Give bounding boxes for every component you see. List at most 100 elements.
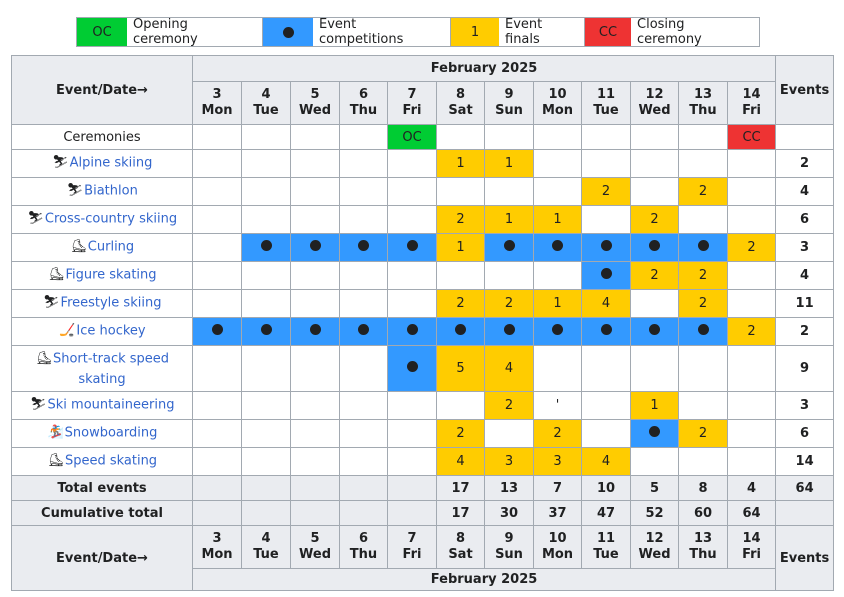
cumulative-day-9: 30 xyxy=(484,500,534,526)
day-of-week: Sat xyxy=(448,547,473,562)
alpine-skiing-day-13 xyxy=(678,149,728,178)
day-header-11: 11 Tue xyxy=(581,81,631,125)
day-number: 9 xyxy=(504,87,514,102)
day-number: 12 xyxy=(645,531,664,546)
day-of-week: Tue xyxy=(593,103,619,118)
final-count: 1 xyxy=(553,296,562,311)
cumulative-events xyxy=(775,500,835,526)
snowboarding-day-5 xyxy=(290,419,340,448)
ice-hockey-day-12 xyxy=(630,317,679,346)
day-of-week: Wed xyxy=(299,547,331,562)
final-count: 3 xyxy=(553,454,562,469)
top-header-row-1: Event/Date→ February 2025 Events xyxy=(11,55,835,125)
day-of-week: Tue xyxy=(253,103,279,118)
day-header-5: 5 Wed xyxy=(290,81,340,125)
curling-day-4 xyxy=(241,233,291,262)
competition-dot-icon xyxy=(260,324,272,335)
final-count: 3 xyxy=(504,454,514,469)
total-events-day-12: 5 xyxy=(630,475,679,501)
speed-skating-day-4 xyxy=(241,447,291,476)
day-header-10: 10 Mon xyxy=(533,81,582,125)
sport-link-curling[interactable]: Curling xyxy=(87,239,135,255)
ceremonies-day-12 xyxy=(630,124,679,150)
freestyle-skiing-day-14 xyxy=(726,289,777,318)
final-count: 2 xyxy=(698,296,708,311)
grand-total: 64 xyxy=(775,475,835,501)
snowboarding-day-9 xyxy=(484,419,534,448)
total-events-day-6 xyxy=(339,475,388,501)
freestyle-skiing-day-8: 2 xyxy=(436,289,485,318)
competition-dot-icon xyxy=(358,324,369,335)
ceremonies-day-6 xyxy=(339,124,388,150)
freestyle-skiing-day-3 xyxy=(192,289,242,318)
sport-link-snowboarding[interactable]: Snowboarding xyxy=(64,425,158,441)
day-of-week: Mon xyxy=(201,103,233,118)
day-of-week: Mon xyxy=(541,547,574,562)
sport-link-cross-country-skiing[interactable]: Cross-country skiing xyxy=(44,211,178,227)
alpine-skiing-day-10 xyxy=(533,149,582,178)
day-number: 6 xyxy=(358,531,369,546)
sport-row-curling: ⛸Curling 1 2 3 xyxy=(11,233,835,262)
alpine-skiing-day-9: 1 xyxy=(484,149,534,178)
day-number: 10 xyxy=(548,87,567,102)
ski-mountaineering-day-11 xyxy=(581,391,631,420)
short-track-speed-skating-day-5 xyxy=(290,345,340,392)
final-count: 4 xyxy=(601,296,611,311)
total-events-day-11: 10 xyxy=(581,475,631,501)
sport-row-snowboarding: 🏂Snowboarding 2 2 2 6 xyxy=(11,419,835,448)
ski-mountaineering-day-3 xyxy=(192,391,242,420)
sport-link-speed-skating[interactable]: Speed skating xyxy=(64,453,158,469)
day-header-8: 8 Sat xyxy=(436,525,485,569)
ceremonies-day-10 xyxy=(533,124,582,150)
figure-skating-day-14 xyxy=(726,261,777,290)
final-count: 2 xyxy=(601,184,611,199)
total-events-day-7 xyxy=(387,475,437,501)
sport-link-freestyle-skiing[interactable]: Freestyle skiing xyxy=(60,295,162,311)
day-of-week: Wed xyxy=(638,103,671,118)
sport-link-figure-skating[interactable]: Figure skating xyxy=(65,267,157,283)
speed-skating-day-10: 3 xyxy=(533,447,582,476)
competition-dot-icon xyxy=(503,324,515,335)
competition-dot-icon xyxy=(600,324,612,335)
sport-link-ski-mountaineering[interactable]: Ski mountaineering xyxy=(47,397,175,413)
cross-country-skiing-day-4 xyxy=(241,205,291,234)
schedule-table: Event/Date→ February 2025 Events 3 Mon 4 Tue 5 W… xyxy=(11,55,835,591)
final-count: 2 xyxy=(456,212,465,227)
day-number: 11 xyxy=(596,87,616,102)
sport-link-ice-hockey[interactable]: Ice hockey xyxy=(76,323,146,339)
curling-day-10 xyxy=(533,233,582,262)
ice-hockey-day-10 xyxy=(533,317,582,346)
day-header-5: 5 Wed xyxy=(290,525,340,569)
sport-row-biathlon: ⛷Biathlon 2 2 4 xyxy=(11,177,835,206)
day-header-11: 11 Tue xyxy=(581,525,631,569)
figure-skating-day-11 xyxy=(581,261,631,290)
legend-swatch-cc: CC xyxy=(585,18,631,46)
cross-country-skiing-icon: ⛷ xyxy=(27,211,45,227)
sport-link-short-track-speed-skating[interactable]: Short-track speed skating xyxy=(52,351,170,387)
biathlon-day-5 xyxy=(290,177,340,206)
sport-link-alpine-skiing[interactable]: Alpine skiing xyxy=(69,155,153,171)
ceremonies-day-5 xyxy=(290,124,340,150)
sport-events-total: 3 xyxy=(775,391,835,420)
short-track-speed-skating-day-6 xyxy=(339,345,388,392)
alpine-skiing-day-4 xyxy=(241,149,291,178)
snowboarding-day-8: 2 xyxy=(436,419,485,448)
speed-skating-icon: ⛸ xyxy=(47,453,65,469)
snowboarding-day-12 xyxy=(630,419,679,448)
sport-events-total: 4 xyxy=(775,177,835,206)
day-of-week: Tue xyxy=(253,547,279,562)
ski-mountaineering-day-10: ' xyxy=(533,391,582,420)
freestyle-skiing-day-10: 1 xyxy=(533,289,582,318)
day-of-week: Sun xyxy=(495,103,523,118)
short-track-speed-skating-day-14 xyxy=(726,345,777,392)
sport-link-biathlon[interactable]: Biathlon xyxy=(84,183,138,199)
cross-country-skiing-day-3 xyxy=(192,205,242,234)
ceremonies-day-14: CC xyxy=(726,124,777,150)
day-number: 10 xyxy=(548,531,567,546)
alpine-skiing-day-12 xyxy=(630,149,679,178)
final-count: 4 xyxy=(504,361,514,376)
curling-day-12 xyxy=(630,233,679,262)
snowboarding-day-13: 2 xyxy=(678,419,728,448)
final-count: 1 xyxy=(504,156,514,171)
cumulative-day-4 xyxy=(241,500,291,526)
